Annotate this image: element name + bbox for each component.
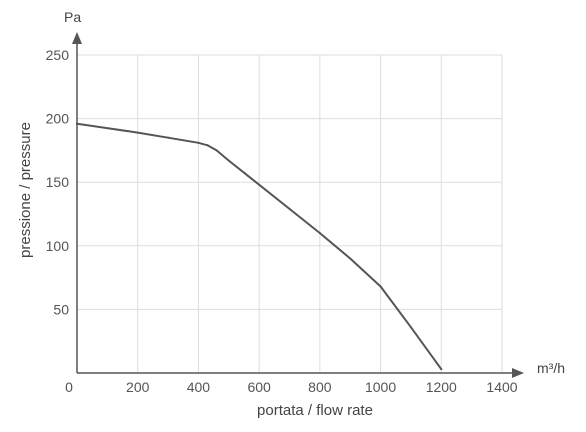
x-tick-label-800: 800 [308,379,332,395]
y-tick-label-200: 200 [46,111,70,127]
x-tick-label-1200: 1200 [426,379,457,395]
data-point-0-10 [349,257,352,260]
data-point-0-3 [197,141,200,144]
x-tick-label-200: 200 [126,379,150,395]
data-point-0-0 [76,122,78,125]
y-unit-label: Pa [64,9,81,25]
y-tick-label-150: 150 [46,174,70,190]
y-tick-label-100: 100 [46,238,70,254]
data-point-0-7 [258,183,261,186]
labels-layer: 0 200 400 600 800 1000 1200 1400 50 100 150 200 250 P… [17,9,565,419]
x-axis-arrow [512,368,524,378]
data-point-0-9 [318,232,321,235]
y-axis-arrow [72,32,82,44]
data-point-0-1 [136,131,139,134]
data-point-0-8 [288,207,291,210]
data-point-0-6 [227,159,230,162]
x-tick-label-600: 600 [247,379,271,395]
grid [77,54,503,373]
x-tick-label-0: 0 [65,379,73,395]
series-layer [76,122,443,371]
y-tick-label-250: 250 [46,47,70,63]
series-line-0 [76,122,443,371]
x-axis-title: portata / flow rate [257,402,373,419]
y-axis-title: pressione / pressure [17,122,34,258]
data-point-0-11 [379,285,382,288]
y-tick-label-50: 50 [53,301,69,317]
x-tick-label-1000: 1000 [365,379,396,395]
data-point-0-2 [167,136,170,139]
data-point-0-4 [206,144,209,147]
data-point-0-5 [215,149,218,152]
x-unit-label: m³/h [537,360,565,376]
data-point-0-12 [409,326,412,329]
x-tick-label-400: 400 [187,379,211,395]
x-tick-label-1400: 1400 [486,379,517,395]
data-point-0-13 [440,368,443,371]
axes [72,32,524,378]
